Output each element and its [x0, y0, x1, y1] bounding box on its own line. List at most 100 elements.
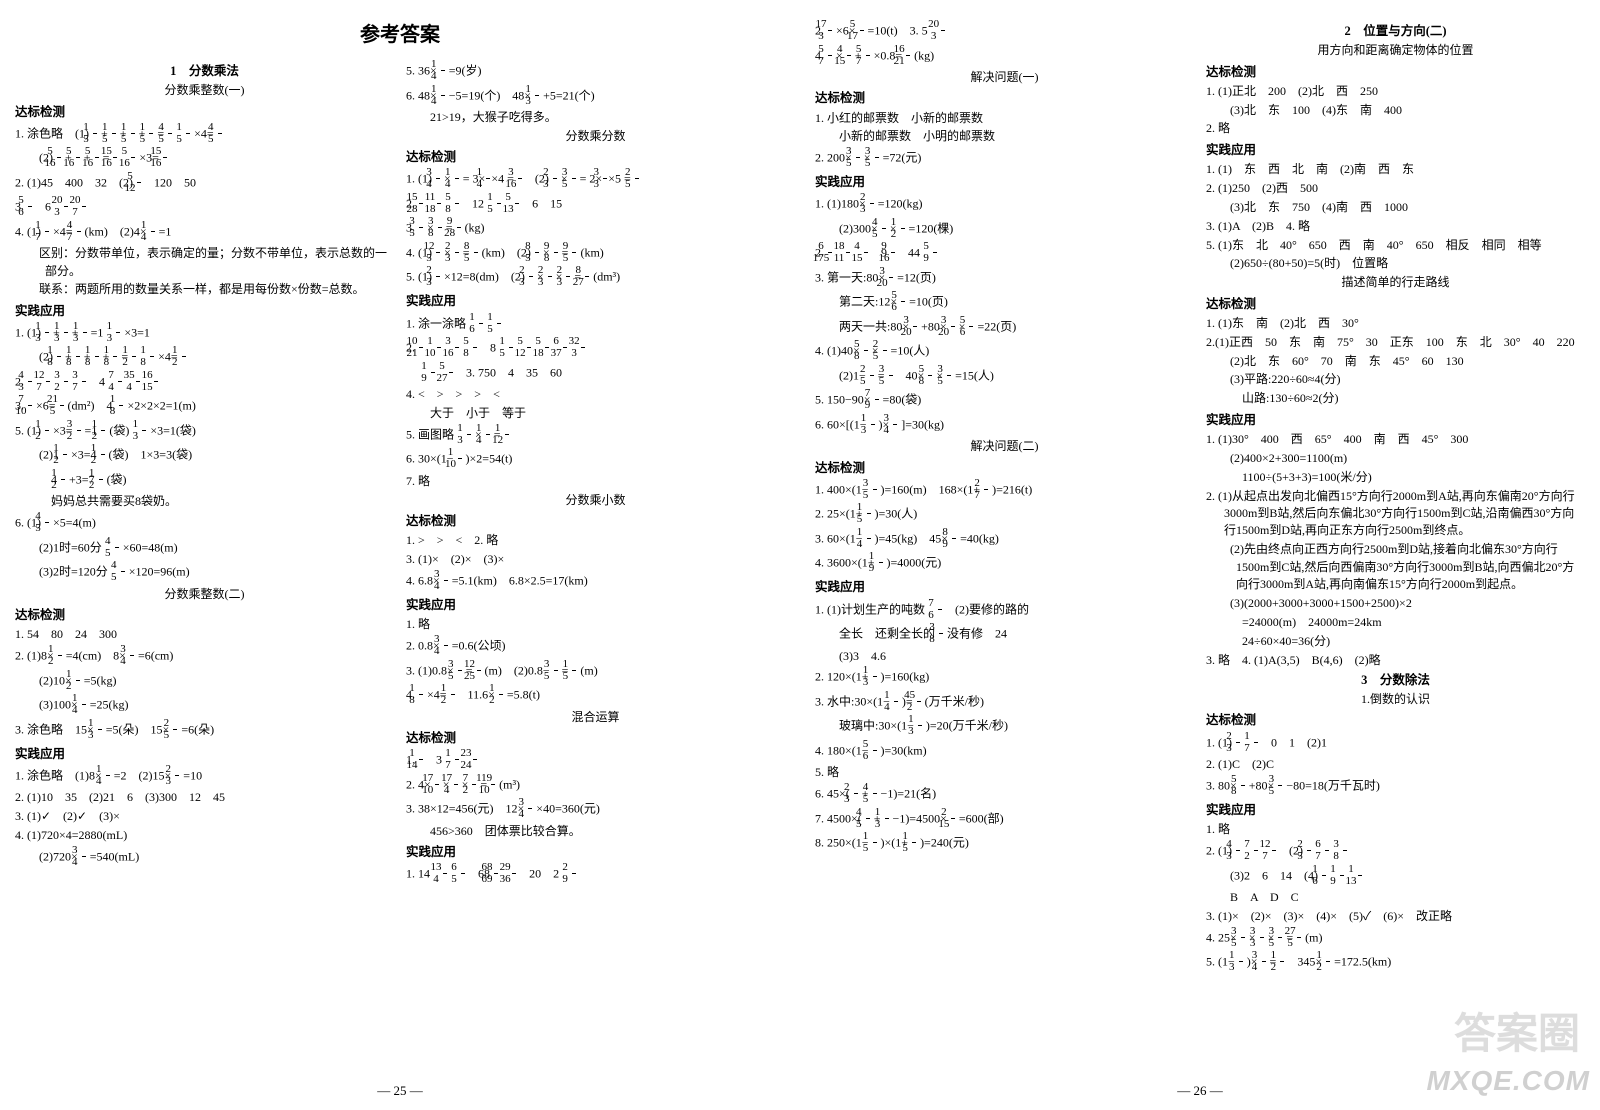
page-left: 参考答案 1 分数乘法 分数乘整数(一) 达标检测 1. 涂色略 (1) 15 …	[0, 0, 800, 1110]
main-title: 参考答案	[15, 20, 785, 50]
answer-line: 4. 3600×(1+ 19 )=4000(元)	[815, 552, 1194, 575]
answer-line: 3. (1)A (2)B 4. 略	[1206, 218, 1585, 235]
left-col-1: 1 分数乘法 分数乘整数(一) 达标检测 1. 涂色略 (1) 15 + 15 …	[15, 60, 394, 1075]
answer-line: 2. 173 ×6× 517 =10(t) 3. 5 203	[815, 20, 1194, 43]
answer-line: (2)400×2+300=1100(m)	[1206, 450, 1585, 467]
heading: 达标检测	[406, 729, 785, 747]
answer-line: (2)10× 12 =5(kg)	[15, 670, 394, 693]
answer-line: (2)北 东 60° 70 南 东 45° 60 130	[1206, 353, 1585, 370]
answer-line: (2)720× 34 =540(mL)	[15, 846, 394, 869]
chapter-2-title: 2 位置与方向(二)	[1206, 22, 1585, 40]
sub-title-10: 1.倒数的认识	[1206, 691, 1585, 708]
answer-line: (2) 516 + 516 + 516 = 1516 516 ×3= 1516	[15, 147, 394, 170]
answer-line: 19 527 3. 750 4 35 60	[406, 362, 785, 385]
answer-line: (2)先由终点向正西方向行2500m到D站,接着向北偏东30°方向行1500m到…	[1206, 541, 1585, 593]
answer-line: 联系：两题所用的数量关系一样，都是用每份数×份数=总数。	[15, 281, 394, 298]
sub-title-9: 描述简单的行走路线	[1206, 274, 1585, 291]
answer-line: (2)1− 25 = 35 40× 58 × 35 =15(人)	[815, 365, 1194, 388]
heading: 达标检测	[15, 103, 394, 121]
answer-line: 2. 1528 1118 58 12 15 513 6 15	[406, 193, 785, 216]
answer-line: (3)100× 14 =25(kg)	[15, 694, 394, 717]
answer-line: 1. (1) 34 × 14 = 3×14×4 = 316 (2) 23 × 3…	[406, 168, 785, 191]
answer-line: 3. 56 6 203 207	[15, 196, 394, 219]
answer-line: (2)300× 45 × 12 =120(棵)	[815, 218, 1194, 241]
answer-line: 6. 45×( 23 + 45 −1)=21(名)	[815, 783, 1194, 806]
answer-line: 3. 80× 58 +80× 35 −80=18(万千瓦时)	[1206, 775, 1585, 798]
heading: 达标检测	[815, 459, 1194, 477]
answer-line: B A D C	[1206, 889, 1585, 906]
answer-line: (3)北 东 750 (4)南 西 1000	[1206, 199, 1585, 216]
heading: 实践应用	[815, 173, 1194, 191]
sub-title-8: 用方向和距离确定物体的位置	[1206, 42, 1585, 59]
answer-line: 5. 36× 14 =9(岁)	[406, 60, 785, 83]
answer-line: 1. (1)东 南 (2)北 西 30°	[1206, 315, 1585, 332]
answer-line: 1. (1) 13 + 13 + 13 =1 13 ×3=1	[15, 322, 394, 345]
answer-line: 第二天:12× 56 =10(页)	[815, 291, 1194, 314]
answer-line: 1. (1) 东 西 北 南 (2)南 西 东	[1206, 161, 1585, 178]
answer-line: 5. (1) 23 ×12=8(dm) (2) 23 × 23 × 23 = 8…	[406, 266, 785, 289]
sub-title-7: 解决问题(二)	[815, 438, 1194, 455]
answer-line: 1. 小红的邮票数 小新的邮票数	[815, 110, 1194, 127]
answer-line: 3. 水中:30×(1− 14 )= 452 (万千米/秒)	[815, 691, 1194, 714]
answer-line: (2) 18 + 18 + 18 + 18 = 12 18 ×4= 12	[15, 346, 394, 369]
left-columns: 1 分数乘法 分数乘整数(一) 达标检测 1. 涂色略 (1) 15 + 15 …	[15, 60, 785, 1075]
heading: 实践应用	[406, 292, 785, 310]
heading: 达标检测	[1206, 295, 1585, 313]
answer-line: 1. 54 80 24 300	[15, 626, 394, 643]
page-number-left: — 25 —	[15, 1081, 785, 1101]
heading: 实践应用	[406, 843, 785, 861]
answer-line: 6. 30×(1− 110 )×2=54(t)	[406, 448, 785, 471]
answer-line: 3. (1)× (2)× (3)× (4)× (5)✓ (6)× 改正略	[1206, 908, 1585, 925]
answer-line: 1. (1)计划生产的吨数 76 (2)要修的路的	[815, 599, 1194, 622]
answer-line: (2)1 12 ×3=4 12 (袋) 1×3=3(袋)	[15, 444, 394, 467]
answer-line: 6. (1) 45 ×5=4(m)	[15, 512, 394, 535]
answer-line: 4. (1)40× 58 × 25 =10(人)	[815, 340, 1194, 363]
answer-line: 1. 114 3 17 2324	[406, 749, 785, 772]
answer-line: 3. 略 4. (1)A(3,5) B(4,6) (2)略	[1206, 652, 1585, 669]
answer-line: 4. < > > > <	[406, 386, 785, 403]
right-col-1: 2. 173 ×6× 517 =10(t) 3. 5 203 4. 57 × 4…	[815, 20, 1194, 1075]
sub-title-2: 分数乘整数(二)	[15, 586, 394, 603]
chapter-3-title: 3 分数除法	[1206, 671, 1585, 689]
sub-title-3: 分数乘分数	[406, 128, 785, 145]
heading: 达标检测	[406, 512, 785, 530]
sub-title-6: 解决问题(一)	[815, 69, 1194, 86]
answer-line: 1. (1)30° 400 西 65° 400 南 西 45° 300	[1206, 431, 1585, 448]
answer-line: 5. 略	[815, 764, 1194, 781]
answer-line: (3)(2000+3000+3000+1500+2500)×2	[1206, 595, 1585, 612]
answer-line: 2. 4× 1710 × 174 × 72 = 11910 (m³)	[406, 774, 785, 797]
answer-line: 4. (1) 125 × 23 = 85 (km) (2) 85 × 98 = …	[406, 242, 785, 265]
answer-line: 1. 14 134 65 68 6869 2936 20 2 29	[406, 863, 785, 886]
answer-line: 6. 48× 14 −5=19(个) 48× 13 +5=21(个)	[406, 85, 785, 108]
answer-line: 1. (1)正北 200 (2)北 西 250	[1206, 83, 1585, 100]
answer-line: 8. 250×(1− 15 )×(1+ 15 )=240(元)	[815, 832, 1194, 855]
answer-line: 3. 60×(1− 14 )=45(kg) 45× 89 =40(kg)	[815, 528, 1194, 551]
answer-line: 21>19，大猴子吃得多。	[406, 109, 785, 126]
heading: 实践应用	[15, 302, 394, 320]
answer-line: 4. 6.8× 34 =5.1(km) 6.8×2.5=17(km)	[406, 570, 785, 593]
answer-line: =24000(m) 24000m=24km	[1206, 614, 1585, 631]
answer-line: 1100÷(5+3+3)=100(米/分)	[1206, 469, 1585, 486]
answer-line: (3)3 4.6	[815, 648, 1194, 665]
watermark-logo: 答案圈	[1454, 1002, 1580, 1065]
chapter-1-title: 1 分数乘法	[15, 62, 394, 80]
answer-line: 2. (1)C (2)C	[1206, 756, 1585, 773]
heading: 达标检测	[406, 148, 785, 166]
heading: 达标检测	[1206, 711, 1585, 729]
answer-line: (3)2时=120分 45 ×120=96(m)	[15, 561, 394, 584]
answer-line: (3)2 6 14 (4) 16 19 113	[1206, 865, 1585, 888]
answer-line: 2. (1) 43 72 127 (2) 25 67 38	[1206, 840, 1585, 863]
answer-line: 3. 涂色略 15× 13 =5(朵) 15× 25 =6(朵)	[15, 719, 394, 742]
answer-line: 2. (1)10 35 (2)21 6 (3)300 12 45	[15, 789, 394, 806]
answer-line: 区别：分数带单位，表示确定的量；分数不带单位，表示总数的一部分。	[15, 245, 394, 280]
heading: 实践应用	[406, 596, 785, 614]
answer-line: 7. 4500×( 45 + 13 −1)=4500× 215 =600(部)	[815, 808, 1194, 831]
answer-line: 2. 略	[1206, 120, 1585, 137]
answer-line: 4. 180×(1− 56 )=30(km)	[815, 740, 1194, 763]
answer-line: 5. (1) 12 ×3= 32 =1 12 (袋) 13 ×3=1(袋)	[15, 420, 394, 443]
heading: 实践应用	[1206, 411, 1585, 429]
heading: 达标检测	[15, 606, 394, 624]
answer-line: 山路:130÷60≈2(分)	[1206, 390, 1585, 407]
answer-line: 3. 38×12=456(元) 12× 34 ×40=360(元)	[406, 798, 785, 821]
answer-line: 5. 150−90× 79 =80(袋)	[815, 389, 1194, 412]
